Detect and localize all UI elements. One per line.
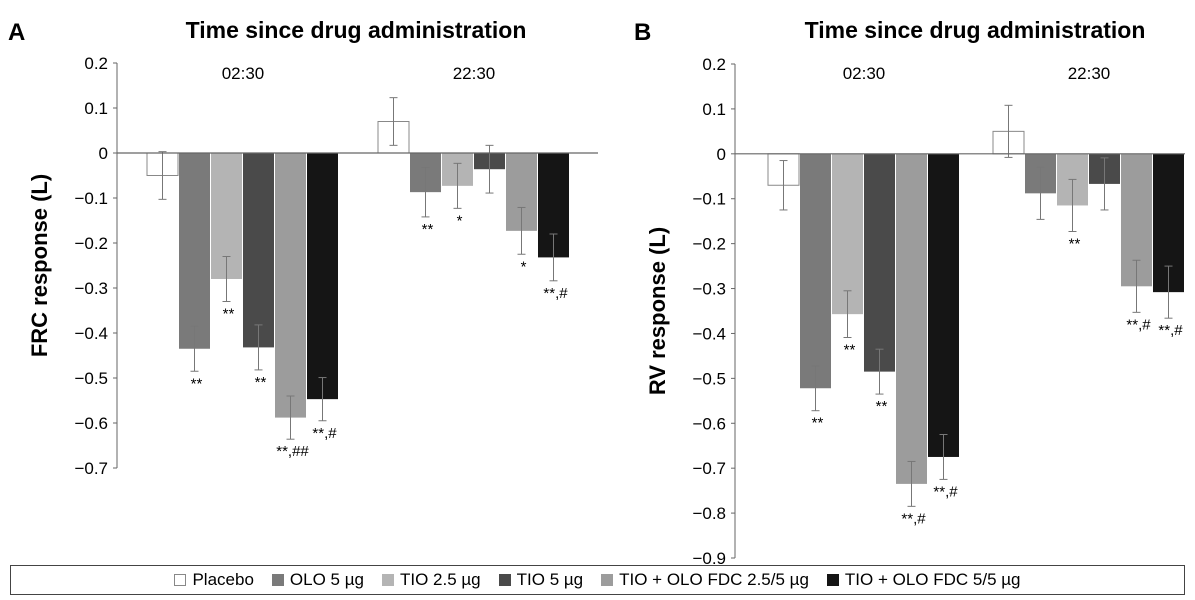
panel-a-bar [307, 153, 338, 400]
panel-b-y-axis-label: RV response (L) [645, 227, 670, 395]
panel-a-significance-label: * [457, 212, 463, 229]
panel-b-significance-label: **,# [1158, 322, 1183, 339]
panel-a-y-tick-label: −0.7 [74, 459, 108, 478]
legend: Placebo OLO 5 µg TIO 2.5 µg TIO 5 µg TIO + O… [10, 565, 1185, 595]
panel-a-category-label: 22:30 [453, 64, 496, 83]
panel-b-y-tick-label: 0 [717, 145, 726, 164]
panel-a-y-tick-label: −0.2 [74, 234, 108, 253]
legend-swatch [498, 574, 511, 586]
panel-b-y-tick-label: −0.1 [692, 190, 726, 209]
panel-b-y-tick-label: −0.9 [692, 549, 726, 568]
panel-a-y-tick-label: 0.2 [84, 54, 108, 73]
legend-label: OLO 5 µg [289, 570, 364, 589]
panel-a-significance-label: **,## [276, 443, 309, 460]
panel-b-label: B [634, 19, 651, 46]
panel-a-bar [275, 153, 306, 418]
panel-b-bar [832, 153, 863, 315]
panel-b-category-label: 22:30 [1068, 64, 1111, 83]
legend-label: TIO + OLO FDC 2.5/5 µg [619, 570, 809, 589]
panel-b-significance-label: ** [876, 398, 888, 415]
panel-b-y-tick-label: −0.6 [692, 414, 726, 433]
panel-b-bar [864, 153, 895, 372]
legend-item: TIO 5 µg [498, 570, 584, 590]
panel-b-significance-label: ** [1069, 236, 1081, 253]
legend-swatch [381, 574, 394, 586]
panel-a-y-tick-label: −0.6 [74, 414, 108, 433]
panel-a-y-tick-label: −0.1 [74, 189, 108, 208]
panel-b-y-tick-label: 0.2 [702, 55, 726, 74]
legend-label: TIO 5 µg [516, 570, 584, 589]
panel-b-significance-label: **,# [933, 483, 958, 500]
panel-b-y-tick-label: 0.1 [702, 100, 726, 119]
panel-b-y-tick-label: −0.2 [692, 235, 726, 254]
legend-label: Placebo [192, 570, 254, 589]
panel-a-significance-label: ** [255, 374, 267, 391]
panel-b-bar [928, 153, 959, 457]
panel-a-y-tick-label: −0.3 [74, 279, 108, 298]
panel-a-y-axis-label: FRC response (L) [27, 174, 52, 357]
panel-b-bar [896, 153, 927, 484]
panel-b-y-tick-label: −0.8 [692, 504, 726, 523]
panel-a-bar [179, 153, 210, 349]
panel-b-significance-label: ** [812, 415, 824, 432]
panel-a-significance-label: ** [191, 375, 203, 392]
panel-a-significance-label: **,# [312, 425, 337, 442]
panel-a-title: Time since drug administration [186, 17, 527, 43]
legend-swatch [601, 574, 614, 586]
panel-a-y-tick-label: −0.5 [74, 369, 108, 388]
panel-a-y-tick-label: −0.4 [74, 324, 108, 343]
legend-label: TIO + OLO FDC 5/5 µg [844, 570, 1021, 589]
legend-item: TIO + OLO FDC 5/5 µg [826, 570, 1021, 590]
panel-a-y-tick-label: 0.1 [84, 99, 108, 118]
panel-a-significance-label: ** [422, 221, 434, 238]
legend-item: Placebo [174, 570, 254, 590]
panel-b-y-tick-label: −0.7 [692, 459, 726, 478]
panel-a-significance-label: **,# [543, 285, 568, 302]
legend-item: TIO + OLO FDC 2.5/5 µg [601, 570, 809, 590]
panel-b-category-label: 02:30 [843, 64, 886, 83]
legend-item: OLO 5 µg [271, 570, 364, 590]
legend-swatch [174, 574, 187, 586]
panel-a-significance-label: ** [223, 306, 235, 323]
panel-a-y-tick-label: 0 [99, 144, 108, 163]
panel-b-y-tick-label: −0.5 [692, 369, 726, 388]
panel-b-y-tick-label: −0.4 [692, 324, 726, 343]
panel-a-category-label: 02:30 [222, 64, 265, 83]
panel-a-bar [243, 153, 274, 348]
panel-a-label: A [8, 19, 25, 46]
panel-b-significance-label: **,# [1126, 316, 1151, 333]
legend-label: TIO 2.5 µg [399, 570, 481, 589]
legend-swatch [271, 574, 284, 586]
panel-b-title: Time since drug administration [805, 17, 1146, 43]
panel-b-y-tick-label: −0.3 [692, 280, 726, 299]
panel-a-significance-label: * [521, 258, 527, 275]
panel-b-significance-label: ** [844, 341, 856, 358]
panel-b-bar [800, 153, 831, 389]
legend-swatch [826, 574, 839, 586]
panel-b-significance-label: **,# [901, 510, 926, 527]
legend-item: TIO 2.5 µg [381, 570, 481, 590]
